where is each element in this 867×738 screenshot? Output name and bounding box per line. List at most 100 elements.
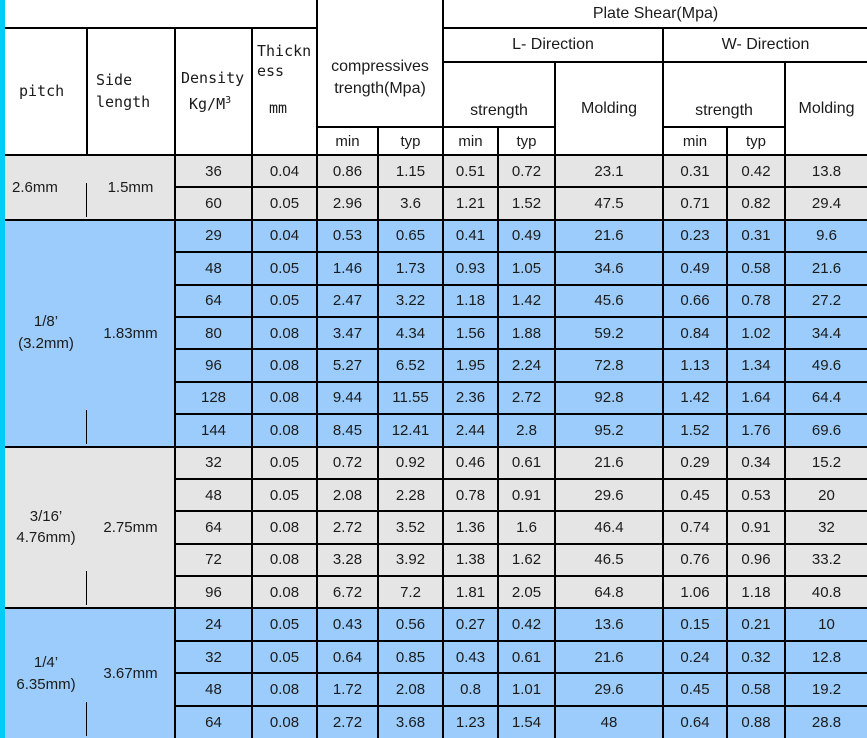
l-min-cell: 0.43 [442, 639, 499, 675]
l-min-cell: 1.18 [442, 283, 499, 318]
thickness-cell: 0.08 [251, 380, 318, 416]
l-molding-cell: 21.6 [554, 445, 664, 480]
l-molding-cell: 21.6 [554, 218, 664, 254]
w-typ-cell: 0.34 [726, 445, 786, 480]
table-row: 48 0.05 1.46 1.73 0.93 1.05 34.6 0.49 0.58 21.6 [5, 251, 867, 286]
l-min-cell: 1.38 [442, 542, 499, 578]
l-min-cell: 0.93 [442, 251, 499, 286]
l-typ-cell: 0.61 [497, 445, 556, 480]
compressive-typ-cell: 0.65 [377, 218, 444, 254]
w-molding-cell: 19.2 [783, 672, 867, 707]
header-l-molding: Molding [554, 61, 664, 156]
w-molding-cell: 12.8 [783, 639, 867, 675]
compressive-typ-cell: 1.73 [377, 251, 444, 286]
header-thickness: Thickness mm [251, 27, 318, 156]
l-molding-cell: 64.8 [554, 575, 664, 610]
compressive-typ-cell: 3.92 [377, 542, 444, 578]
w-typ-cell: 0.96 [726, 542, 786, 578]
header-l-strength: strength [442, 61, 556, 128]
w-molding-cell: 27.2 [783, 283, 867, 318]
l-min-cell: 1.21 [442, 186, 499, 221]
left-accent-strip [0, 0, 5, 738]
w-molding-cell: 13.8 [783, 153, 867, 189]
l-min-cell: 1.36 [442, 510, 499, 545]
compressive-min-cell: 0.53 [316, 218, 379, 254]
l-typ-cell: 2.05 [497, 575, 556, 610]
compressive-min-cell: 0.72 [316, 445, 379, 480]
table-row: 128 0.08 9.44 11.55 2.36 2.72 92.8 1.42 1.64 64.4 [5, 380, 867, 416]
thickness-cell: 0.04 [251, 153, 318, 189]
l-min-cell: 0.27 [442, 607, 499, 642]
w-molding-cell: 21.6 [783, 251, 867, 286]
w-typ-cell: 0.42 [726, 153, 786, 189]
w-typ-cell: 0.88 [726, 704, 786, 738]
l-min-cell: 1.81 [442, 575, 499, 610]
table-row: 144 0.08 8.45 12.41 2.44 2.8 95.2 1.52 1.76 69.6 [5, 413, 867, 448]
density-cell: 32 [174, 639, 253, 675]
header-compressive-typ: typ [377, 126, 444, 156]
table-body: 2.6mm 1.5mm 36 0.04 0.86 1.15 0.51 0.72 23.1 0.31… [5, 153, 867, 738]
l-molding-cell: 92.8 [554, 380, 664, 416]
thickness-cell: 0.05 [251, 639, 318, 675]
thickness-cell: 0.08 [251, 348, 318, 383]
header-w-typ: typ [726, 126, 786, 156]
w-typ-cell: 0.78 [726, 283, 786, 318]
w-typ-cell: 0.91 [726, 510, 786, 545]
table-row: 32 0.05 0.64 0.85 0.43 0.61 21.6 0.24 0.32 12.8 [5, 639, 867, 675]
w-min-cell: 0.15 [662, 607, 728, 642]
compressive-min-cell: 2.72 [316, 510, 379, 545]
l-typ-cell: 0.49 [497, 218, 556, 254]
w-min-cell: 1.13 [662, 348, 728, 383]
header-l-min: min [442, 126, 499, 156]
density-unit-base: Kg/M [189, 94, 226, 113]
w-typ-cell: 1.76 [726, 413, 786, 448]
l-molding-cell: 13.6 [554, 607, 664, 642]
table-row: 96 0.08 5.27 6.52 1.95 2.24 72.8 1.13 1.34 49.6 [5, 348, 867, 383]
table-row: 72 0.08 3.28 3.92 1.38 1.62 46.5 0.76 0.96 33.2 [5, 542, 867, 578]
l-molding-cell: 95.2 [554, 413, 664, 448]
w-typ-cell: 0.58 [726, 672, 786, 707]
pitch-group-cell: 1/8’ (3.2mm) [5, 218, 87, 448]
l-typ-cell: 1.6 [497, 510, 556, 545]
compressive-typ-cell: 0.92 [377, 445, 444, 480]
thickness-cell: 0.05 [251, 251, 318, 286]
thickness-cell: 0.04 [251, 218, 318, 254]
w-typ-cell: 0.53 [726, 477, 786, 513]
pitch-side-divider [86, 182, 87, 217]
l-molding-cell: 46.5 [554, 542, 664, 578]
pitch-group-cell: 2.6mm [5, 154, 87, 221]
table-row: 64 0.08 2.72 3.68 1.23 1.54 48 0.64 0.88 28.8 [5, 704, 867, 738]
compressive-min-cell: 2.08 [316, 477, 379, 513]
l-molding-cell: 29.6 [554, 672, 664, 707]
header-w-strength: strength [662, 61, 786, 128]
pitch-side-divider [86, 409, 87, 444]
table-row: 3/16’ 4.76mm) 2.75mm 32 0.05 0.72 0.92 0.46 0.61… [5, 445, 867, 610]
l-typ-cell: 0.91 [497, 477, 556, 513]
compressive-min-cell: 0.64 [316, 639, 379, 675]
header-row-2: pitch Side length Density Kg/M3 Thicknes… [5, 27, 867, 156]
w-typ-cell: 1.18 [726, 575, 786, 610]
w-min-cell: 0.71 [662, 186, 728, 221]
header-pitch: pitch [5, 27, 88, 156]
l-molding-cell: 34.6 [554, 251, 664, 286]
thickness-cell: 0.05 [251, 283, 318, 318]
l-min-cell: 1.56 [442, 315, 499, 351]
pitch-value: 3/16’ [29, 507, 63, 525]
compressive-typ-cell: 3.52 [377, 510, 444, 545]
l-min-cell: 1.95 [442, 348, 499, 383]
w-molding-cell: 49.6 [783, 348, 867, 383]
w-molding-cell: 34.4 [783, 315, 867, 351]
header-l-typ: typ [497, 126, 556, 156]
pitch-group-cell: 1/4’ 6.35mm) [5, 607, 87, 738]
density-cell: 32 [174, 445, 253, 480]
table-row: 64 0.05 2.47 3.22 1.18 1.42 45.6 0.66 0.78 27.2 [5, 283, 867, 318]
l-typ-cell: 2.24 [497, 348, 556, 383]
l-molding-cell: 45.6 [554, 283, 664, 318]
w-min-cell: 0.24 [662, 639, 728, 675]
compressive-min-cell: 0.43 [316, 607, 379, 642]
compressive-min-cell: 3.47 [316, 315, 379, 351]
w-molding-cell: 20 [783, 477, 867, 513]
w-typ-cell: 1.02 [726, 315, 786, 351]
l-min-cell: 0.46 [442, 445, 499, 480]
density-unit: Kg/M3 [189, 94, 250, 116]
